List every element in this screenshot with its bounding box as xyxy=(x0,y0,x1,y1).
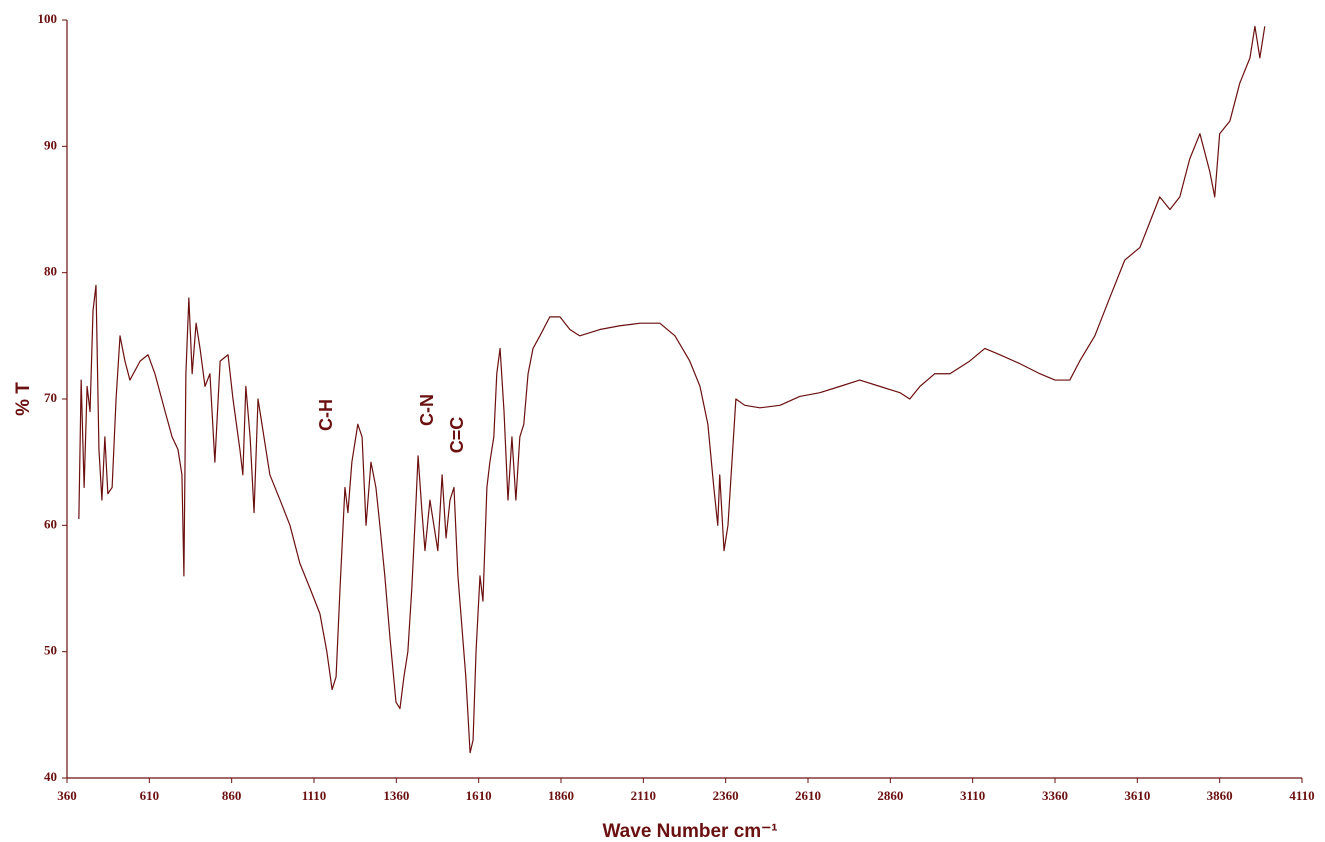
x-tick-label: 3610 xyxy=(1124,788,1150,803)
x-axis-label: Wave Number cm⁻¹ xyxy=(602,821,777,842)
y-tick-label: 60 xyxy=(44,516,57,531)
x-tick-label: 3360 xyxy=(1042,788,1068,803)
peak-annotation: C-N xyxy=(417,394,437,426)
y-tick-label: 80 xyxy=(44,264,57,279)
y-tick-label: 40 xyxy=(44,769,57,784)
x-tick-label: 1360 xyxy=(383,788,409,803)
x-tick-label: 3860 xyxy=(1207,788,1233,803)
x-tick-label: 1610 xyxy=(466,788,492,803)
x-tick-label: 4110 xyxy=(1289,788,1314,803)
spectrum-line xyxy=(78,25,1266,754)
y-tick-label: 100 xyxy=(38,11,58,26)
x-tick-label: 610 xyxy=(140,788,160,803)
x-tick-label: 3110 xyxy=(960,788,985,803)
x-tick-label: 1860 xyxy=(548,788,574,803)
x-tick-label: 360 xyxy=(57,788,77,803)
x-tick-label: 2860 xyxy=(877,788,903,803)
y-tick-label: 90 xyxy=(44,137,57,152)
x-tick-label: 1110 xyxy=(302,788,327,803)
y-axis-label: % T xyxy=(13,382,34,416)
y-tick-label: 50 xyxy=(44,643,57,658)
x-tick-label: 2110 xyxy=(631,788,656,803)
x-tick-label: 2360 xyxy=(713,788,739,803)
x-tick-label: 860 xyxy=(222,788,242,803)
peak-annotation: C-H xyxy=(316,399,336,431)
y-tick-label: 70 xyxy=(44,390,57,405)
peak-annotation: C=C xyxy=(447,417,467,454)
x-tick-label: 2610 xyxy=(795,788,821,803)
